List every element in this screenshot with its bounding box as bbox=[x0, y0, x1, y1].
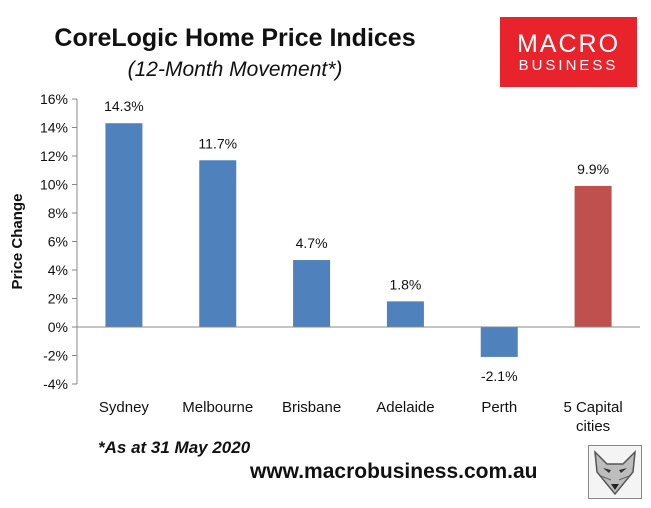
y-tick-label: 0% bbox=[48, 319, 68, 335]
y-tick-label: 8% bbox=[48, 205, 68, 221]
bar bbox=[574, 185, 612, 327]
y-tick-label: 4% bbox=[48, 262, 68, 278]
x-tick-label: cities bbox=[576, 418, 610, 435]
data-label: 11.7% bbox=[198, 135, 237, 151]
x-tick-label: Brisbane bbox=[282, 399, 341, 416]
fox-logo-icon bbox=[588, 445, 642, 499]
y-tick-label: 10% bbox=[40, 177, 68, 193]
y-tick-label: 2% bbox=[48, 291, 68, 307]
y-tick-label: 16% bbox=[40, 91, 68, 107]
y-tick-label: -4% bbox=[43, 376, 68, 392]
data-label: -2.1% bbox=[481, 368, 518, 384]
chart-title: CoreLogic Home Price Indices bbox=[54, 24, 416, 52]
y-tick-label: 6% bbox=[48, 234, 68, 250]
x-tick-label: Sydney bbox=[99, 399, 150, 416]
footnote: *As at 31 May 2020 bbox=[98, 438, 251, 457]
x-tick-label: Perth bbox=[481, 399, 517, 416]
x-tick-label: 5 Capital bbox=[563, 399, 622, 416]
x-tick-label: Adelaide bbox=[376, 399, 434, 416]
y-axis-title: Price Change bbox=[9, 194, 26, 290]
macrobusiness-logo: MACRO BUSINESS bbox=[500, 17, 637, 87]
bar bbox=[105, 123, 143, 327]
logo-line-2: BUSINESS bbox=[518, 57, 619, 74]
bar bbox=[480, 327, 518, 357]
bar bbox=[293, 260, 331, 327]
y-tick-label: 14% bbox=[40, 120, 68, 136]
data-label: 14.3% bbox=[104, 98, 144, 114]
data-label: 1.8% bbox=[389, 276, 421, 292]
data-label: 9.9% bbox=[577, 161, 609, 177]
y-tick-label: -2% bbox=[43, 348, 68, 364]
logo-line-1: MACRO bbox=[516, 30, 621, 58]
bar bbox=[199, 160, 237, 327]
x-tick-label: Melbourne bbox=[182, 399, 253, 416]
bar bbox=[386, 301, 424, 327]
chart-subtitle: (12-Month Movement*) bbox=[127, 58, 343, 81]
data-label: 4.7% bbox=[296, 235, 328, 251]
website-url: www.macrobusiness.com.au bbox=[250, 460, 538, 483]
y-tick-label: 12% bbox=[40, 148, 68, 164]
